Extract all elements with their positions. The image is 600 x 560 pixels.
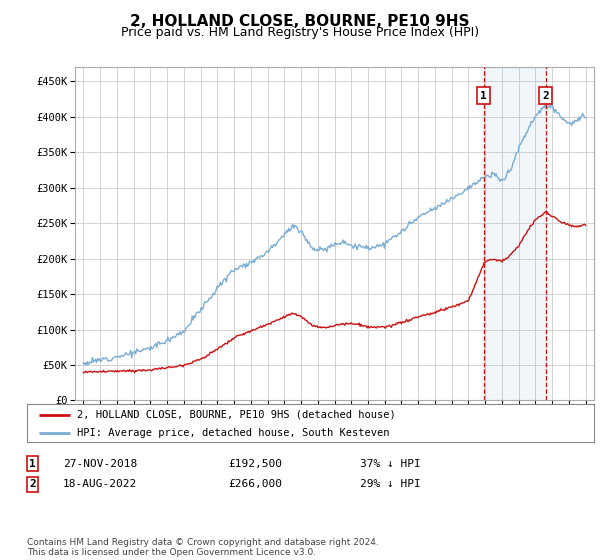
Text: 1: 1 — [480, 91, 487, 101]
Text: 27-NOV-2018: 27-NOV-2018 — [63, 459, 137, 469]
Text: Price paid vs. HM Land Registry's House Price Index (HPI): Price paid vs. HM Land Registry's House … — [121, 26, 479, 39]
Text: 1: 1 — [29, 459, 36, 469]
Text: 29% ↓ HPI: 29% ↓ HPI — [360, 479, 421, 489]
Bar — [484, 67, 546, 400]
Text: 2: 2 — [29, 479, 36, 489]
Text: 2, HOLLAND CLOSE, BOURNE, PE10 9HS (detached house): 2, HOLLAND CLOSE, BOURNE, PE10 9HS (deta… — [77, 410, 395, 420]
Text: Contains HM Land Registry data © Crown copyright and database right 2024.
This d: Contains HM Land Registry data © Crown c… — [27, 538, 379, 557]
Text: 37% ↓ HPI: 37% ↓ HPI — [360, 459, 421, 469]
Text: 2, HOLLAND CLOSE, BOURNE, PE10 9HS: 2, HOLLAND CLOSE, BOURNE, PE10 9HS — [130, 14, 470, 29]
Text: £192,500: £192,500 — [228, 459, 282, 469]
Text: 2: 2 — [542, 91, 550, 101]
Text: HPI: Average price, detached house, South Kesteven: HPI: Average price, detached house, Sout… — [77, 428, 389, 438]
Text: £266,000: £266,000 — [228, 479, 282, 489]
Text: 18-AUG-2022: 18-AUG-2022 — [63, 479, 137, 489]
